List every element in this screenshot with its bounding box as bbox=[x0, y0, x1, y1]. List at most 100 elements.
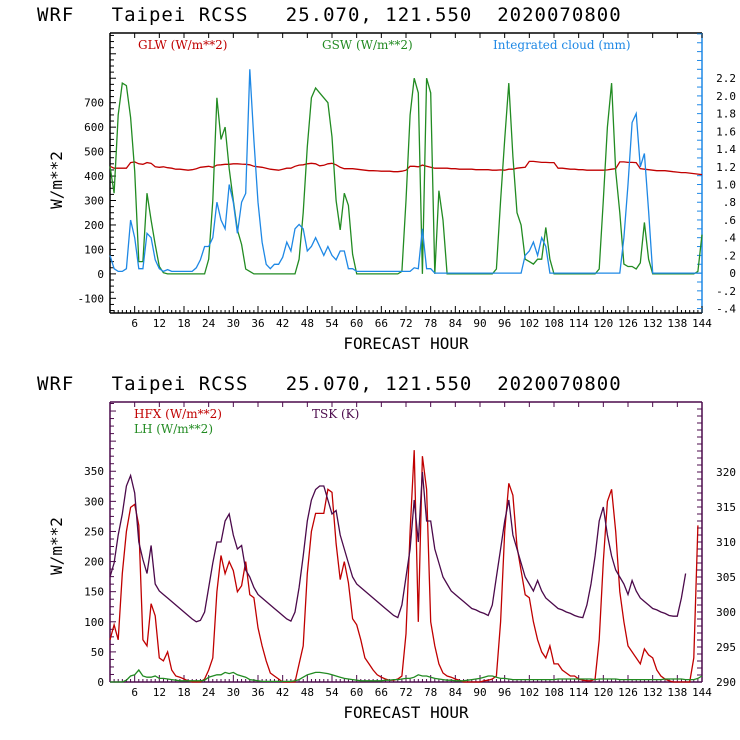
x-tick-label: 42 bbox=[276, 317, 289, 330]
series-line-hfx bbox=[109, 450, 699, 683]
series-line-integrated-cloud bbox=[109, 69, 702, 274]
x-tick-label: 126 bbox=[618, 317, 638, 330]
y-tick-label: 700 bbox=[84, 97, 104, 110]
y2-tick-label: 1.4 bbox=[716, 143, 736, 156]
x-tick-label: 30 bbox=[227, 686, 240, 699]
y-tick-label: 300 bbox=[84, 195, 104, 208]
y2-tick-label: -.4 bbox=[716, 303, 736, 316]
y2-tick-label: 305 bbox=[716, 571, 736, 584]
y-tick-label: 0 bbox=[97, 268, 104, 281]
x-tick-label: 138 bbox=[667, 317, 687, 330]
x-tick-label: 72 bbox=[399, 686, 412, 699]
x-tick-label: 72 bbox=[399, 317, 412, 330]
x-tick-label: 90 bbox=[473, 686, 486, 699]
series-line-lh bbox=[110, 668, 703, 683]
y-tick-label: 600 bbox=[84, 121, 104, 134]
x-tick-label: 66 bbox=[375, 317, 388, 330]
x-tick-label: 48 bbox=[301, 686, 314, 699]
x-tick-label: 78 bbox=[424, 686, 437, 699]
y2-tick-label: 1.6 bbox=[716, 125, 736, 138]
x-tick-label: 18 bbox=[177, 317, 190, 330]
x-tick-label: 108 bbox=[544, 686, 564, 699]
x-tick-label: 120 bbox=[593, 686, 613, 699]
x-tick-label: 12 bbox=[153, 317, 166, 330]
y-tick-label: 100 bbox=[84, 243, 104, 256]
x-tick-label: 144 bbox=[692, 317, 712, 330]
x-tick-label: 90 bbox=[473, 317, 486, 330]
y-tick-label: 350 bbox=[84, 465, 104, 478]
y2-tick-label: 1.8 bbox=[716, 108, 736, 121]
y2-tick-label: 2.2 bbox=[716, 72, 736, 85]
x-tick-label: 60 bbox=[350, 317, 363, 330]
y2-tick-label: 310 bbox=[716, 536, 736, 549]
x-tick-label: 66 bbox=[375, 686, 388, 699]
y-tick-label: -100 bbox=[78, 292, 105, 305]
x-axis-label: FORECAST HOUR bbox=[343, 334, 469, 353]
y-tick-label: 300 bbox=[84, 495, 104, 508]
x-tick-label: 96 bbox=[498, 317, 511, 330]
panel-title: WRF Taipei RCSS 25.070, 121.550 20200708… bbox=[37, 373, 622, 395]
y-tick-label: 500 bbox=[84, 146, 104, 159]
x-tick-label: 114 bbox=[569, 317, 589, 330]
y-tick-label: 200 bbox=[84, 556, 104, 569]
panel-title: WRF Taipei RCSS 25.070, 121.550 20200708… bbox=[37, 4, 622, 26]
x-tick-label: 144 bbox=[692, 686, 712, 699]
y-tick-label: 200 bbox=[84, 219, 104, 232]
legend-entry: HFX (W/m**2) bbox=[134, 407, 222, 421]
x-tick-label: 30 bbox=[227, 317, 240, 330]
y2-tick-label: -.2 bbox=[716, 285, 736, 298]
y-tick-label: 400 bbox=[84, 170, 104, 183]
x-tick-label: 114 bbox=[569, 686, 589, 699]
x-tick-label: 84 bbox=[449, 317, 463, 330]
y-tick-label: 0 bbox=[97, 676, 104, 689]
x-tick-label: 42 bbox=[276, 686, 289, 699]
x-tick-label: 36 bbox=[251, 686, 264, 699]
y-axis-label: W/m**2 bbox=[47, 151, 66, 209]
y2-tick-label: .2 bbox=[723, 249, 736, 262]
y2-tick-label: 300 bbox=[716, 606, 736, 619]
y2-tick-label: 320 bbox=[716, 466, 736, 479]
x-tick-label: 54 bbox=[325, 317, 339, 330]
series-line-tsk bbox=[109, 471, 687, 623]
y2-tick-label: 295 bbox=[716, 641, 736, 654]
series-line-gsw bbox=[109, 78, 703, 275]
x-tick-label: 6 bbox=[131, 686, 138, 699]
x-tick-label: 24 bbox=[202, 686, 216, 699]
x-axis-label: FORECAST HOUR bbox=[343, 703, 469, 722]
series-line-glw bbox=[109, 160, 703, 176]
x-tick-label: 132 bbox=[643, 317, 663, 330]
x-tick-label: 138 bbox=[667, 686, 687, 699]
y-tick-label: 250 bbox=[84, 525, 104, 538]
x-tick-label: 18 bbox=[177, 686, 190, 699]
y-axis-label: W/m**2 bbox=[47, 517, 66, 575]
x-tick-label: 126 bbox=[618, 686, 638, 699]
x-tick-label: 36 bbox=[251, 317, 264, 330]
x-tick-label: 96 bbox=[498, 686, 511, 699]
y2-tick-label: 290 bbox=[716, 676, 736, 689]
legend-entry: Integrated cloud (mm) bbox=[493, 38, 631, 52]
y2-tick-label: 0 bbox=[729, 267, 736, 280]
panel-radiation: WRF Taipei RCSS 25.070, 121.550 20200708… bbox=[37, 4, 736, 353]
panel-fluxes: WRF Taipei RCSS 25.070, 121.550 20200708… bbox=[37, 373, 736, 722]
x-tick-label: 60 bbox=[350, 686, 363, 699]
y2-tick-label: .6 bbox=[723, 214, 736, 227]
x-tick-label: 84 bbox=[449, 686, 463, 699]
legend-entry: TSK (K) bbox=[312, 407, 359, 421]
y-tick-label: 150 bbox=[84, 586, 104, 599]
y-tick-label: 50 bbox=[91, 646, 104, 659]
y2-tick-label: 2.0 bbox=[716, 90, 736, 103]
x-tick-label: 78 bbox=[424, 317, 437, 330]
legend-entry: GSW (W/m**2) bbox=[322, 38, 413, 52]
y2-tick-label: 315 bbox=[716, 501, 736, 514]
x-tick-label: 6 bbox=[131, 317, 138, 330]
legend-entry: LH (W/m**2) bbox=[134, 422, 213, 436]
x-tick-label: 102 bbox=[519, 317, 539, 330]
y-tick-label: 100 bbox=[84, 616, 104, 629]
y2-tick-label: .8 bbox=[723, 196, 736, 209]
x-tick-label: 132 bbox=[643, 686, 663, 699]
x-tick-label: 12 bbox=[153, 686, 166, 699]
y2-tick-label: 1.2 bbox=[716, 161, 736, 174]
y2-tick-label: .4 bbox=[723, 232, 737, 245]
x-tick-label: 54 bbox=[325, 686, 339, 699]
